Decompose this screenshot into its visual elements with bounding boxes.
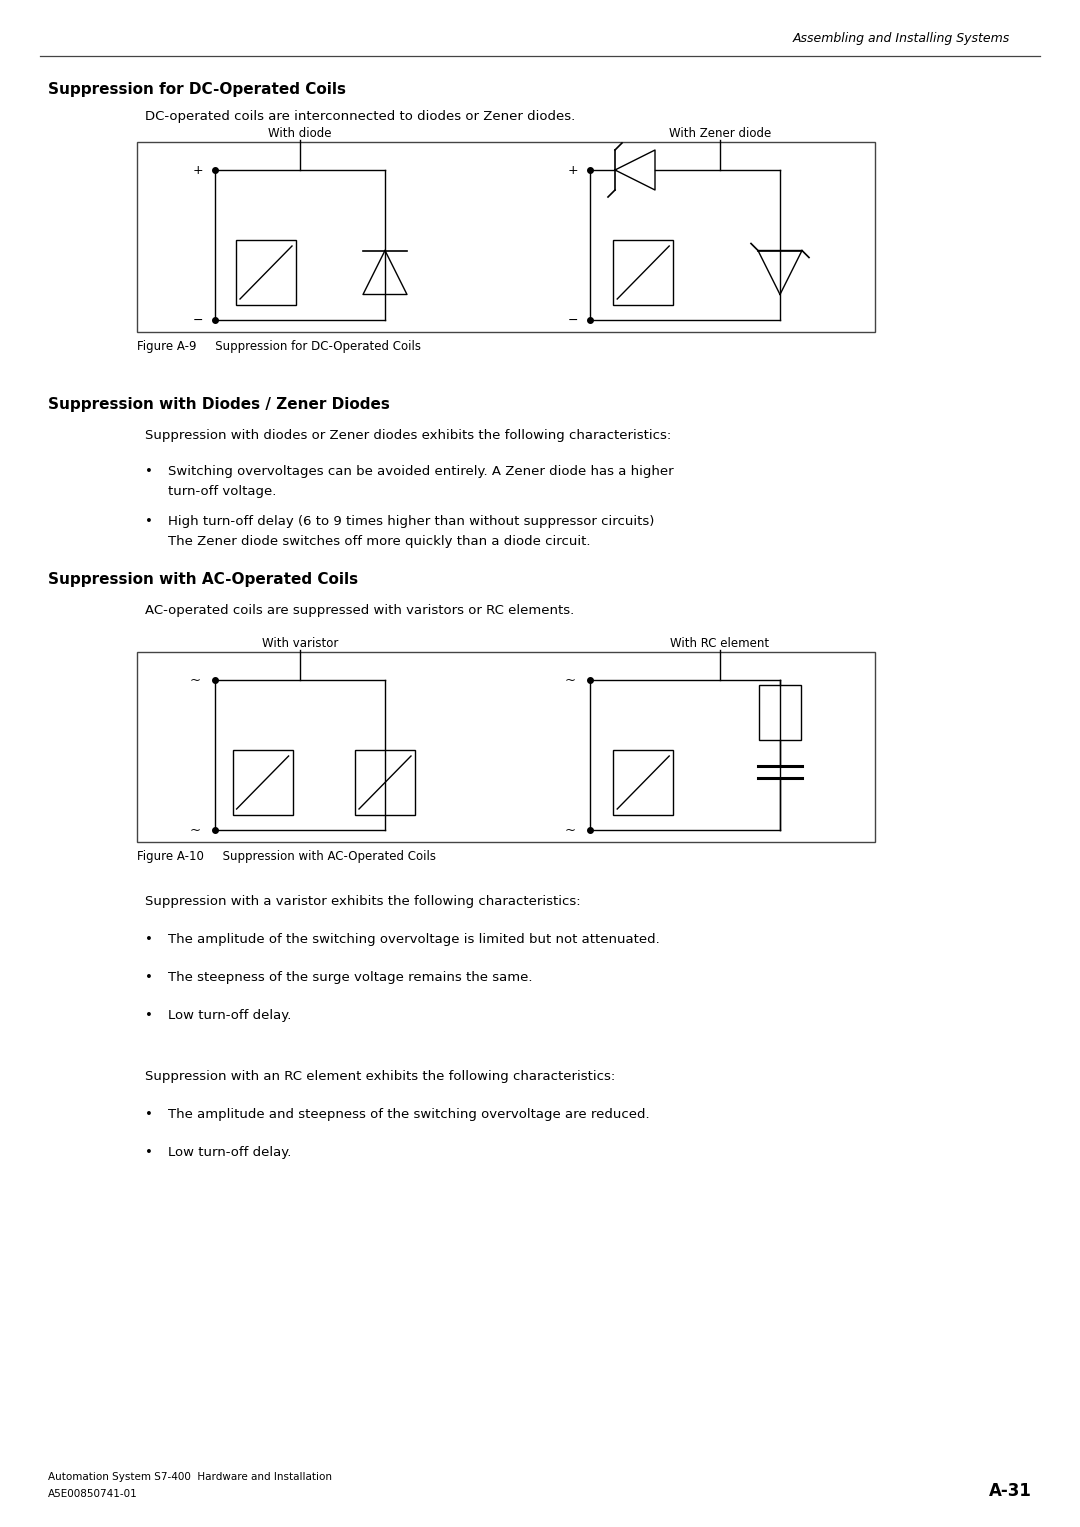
Bar	[137, 142, 875, 331]
Bar	[613, 240, 673, 305]
Text: Figure A-10     Suppression with AC-Operated Coils: Figure A-10 Suppression with AC-Operated…	[137, 851, 436, 863]
Text: Suppression with an RC element exhibits the following characteristics:: Suppression with an RC element exhibits …	[145, 1070, 616, 1083]
Text: The amplitude of the switching overvoltage is limited but not attenuated.: The amplitude of the switching overvolta…	[168, 933, 660, 947]
Text: Suppression with AC-Operated Coils: Suppression with AC-Operated Coils	[48, 573, 359, 586]
Text: +: +	[192, 163, 203, 177]
Text: ~: ~	[190, 823, 201, 837]
Text: The Zener diode switches off more quickly than a diode circuit.: The Zener diode switches off more quickl…	[168, 534, 591, 548]
Text: ~: ~	[190, 673, 201, 687]
Text: Suppression with Diodes / Zener Diodes: Suppression with Diodes / Zener Diodes	[48, 397, 390, 412]
Text: •: •	[145, 1009, 153, 1022]
Text: Suppression for DC-Operated Coils: Suppression for DC-Operated Coils	[48, 82, 346, 98]
Text: A5E00850741-01: A5E00850741-01	[48, 1489, 138, 1500]
Text: Low turn-off delay.: Low turn-off delay.	[168, 1145, 292, 1159]
Text: Assembling and Installing Systems: Assembling and Installing Systems	[793, 32, 1010, 44]
Bar	[759, 686, 801, 741]
Text: •: •	[145, 1145, 153, 1159]
Bar	[613, 750, 673, 815]
Bar	[137, 652, 875, 841]
Text: Automation System S7-400  Hardware and Installation: Automation System S7-400 Hardware and In…	[48, 1472, 332, 1483]
Text: AC-operated coils are suppressed with varistors or RC elements.: AC-operated coils are suppressed with va…	[145, 605, 575, 617]
Text: Figure A-9     Suppression for DC-Operated Coils: Figure A-9 Suppression for DC-Operated C…	[137, 341, 421, 353]
Text: A-31: A-31	[989, 1483, 1032, 1500]
Text: Suppression with diodes or Zener diodes exhibits the following characteristics:: Suppression with diodes or Zener diodes …	[145, 429, 672, 441]
Text: DC-operated coils are interconnected to diodes or Zener diodes.: DC-operated coils are interconnected to …	[145, 110, 576, 124]
Text: •: •	[145, 466, 153, 478]
Text: Low turn-off delay.: Low turn-off delay.	[168, 1009, 292, 1022]
Text: The amplitude and steepness of the switching overvoltage are reduced.: The amplitude and steepness of the switc…	[168, 1109, 650, 1121]
Bar	[232, 750, 293, 815]
Text: •: •	[145, 515, 153, 528]
Text: ~: ~	[565, 823, 576, 837]
Text: With Zener diode: With Zener diode	[669, 127, 771, 140]
Text: ~: ~	[565, 673, 576, 687]
Text: The steepness of the surge voltage remains the same.: The steepness of the surge voltage remai…	[168, 971, 532, 983]
Text: •: •	[145, 971, 153, 983]
Text: •: •	[145, 1109, 153, 1121]
Text: •: •	[145, 933, 153, 947]
Text: High turn-off delay (6 to 9 times higher than without suppressor circuits): High turn-off delay (6 to 9 times higher…	[168, 515, 654, 528]
Text: With varistor: With varistor	[261, 637, 338, 651]
Text: turn-off voltage.: turn-off voltage.	[168, 486, 276, 498]
Text: With RC element: With RC element	[671, 637, 770, 651]
Text: With diode: With diode	[268, 127, 332, 140]
Text: −: −	[192, 313, 203, 327]
Text: Switching overvoltages can be avoided entirely. A Zener diode has a higher: Switching overvoltages can be avoided en…	[168, 466, 674, 478]
Text: +: +	[567, 163, 578, 177]
Text: −: −	[567, 313, 578, 327]
Text: Suppression with a varistor exhibits the following characteristics:: Suppression with a varistor exhibits the…	[145, 895, 581, 909]
Bar	[355, 750, 415, 815]
Bar	[237, 240, 296, 305]
